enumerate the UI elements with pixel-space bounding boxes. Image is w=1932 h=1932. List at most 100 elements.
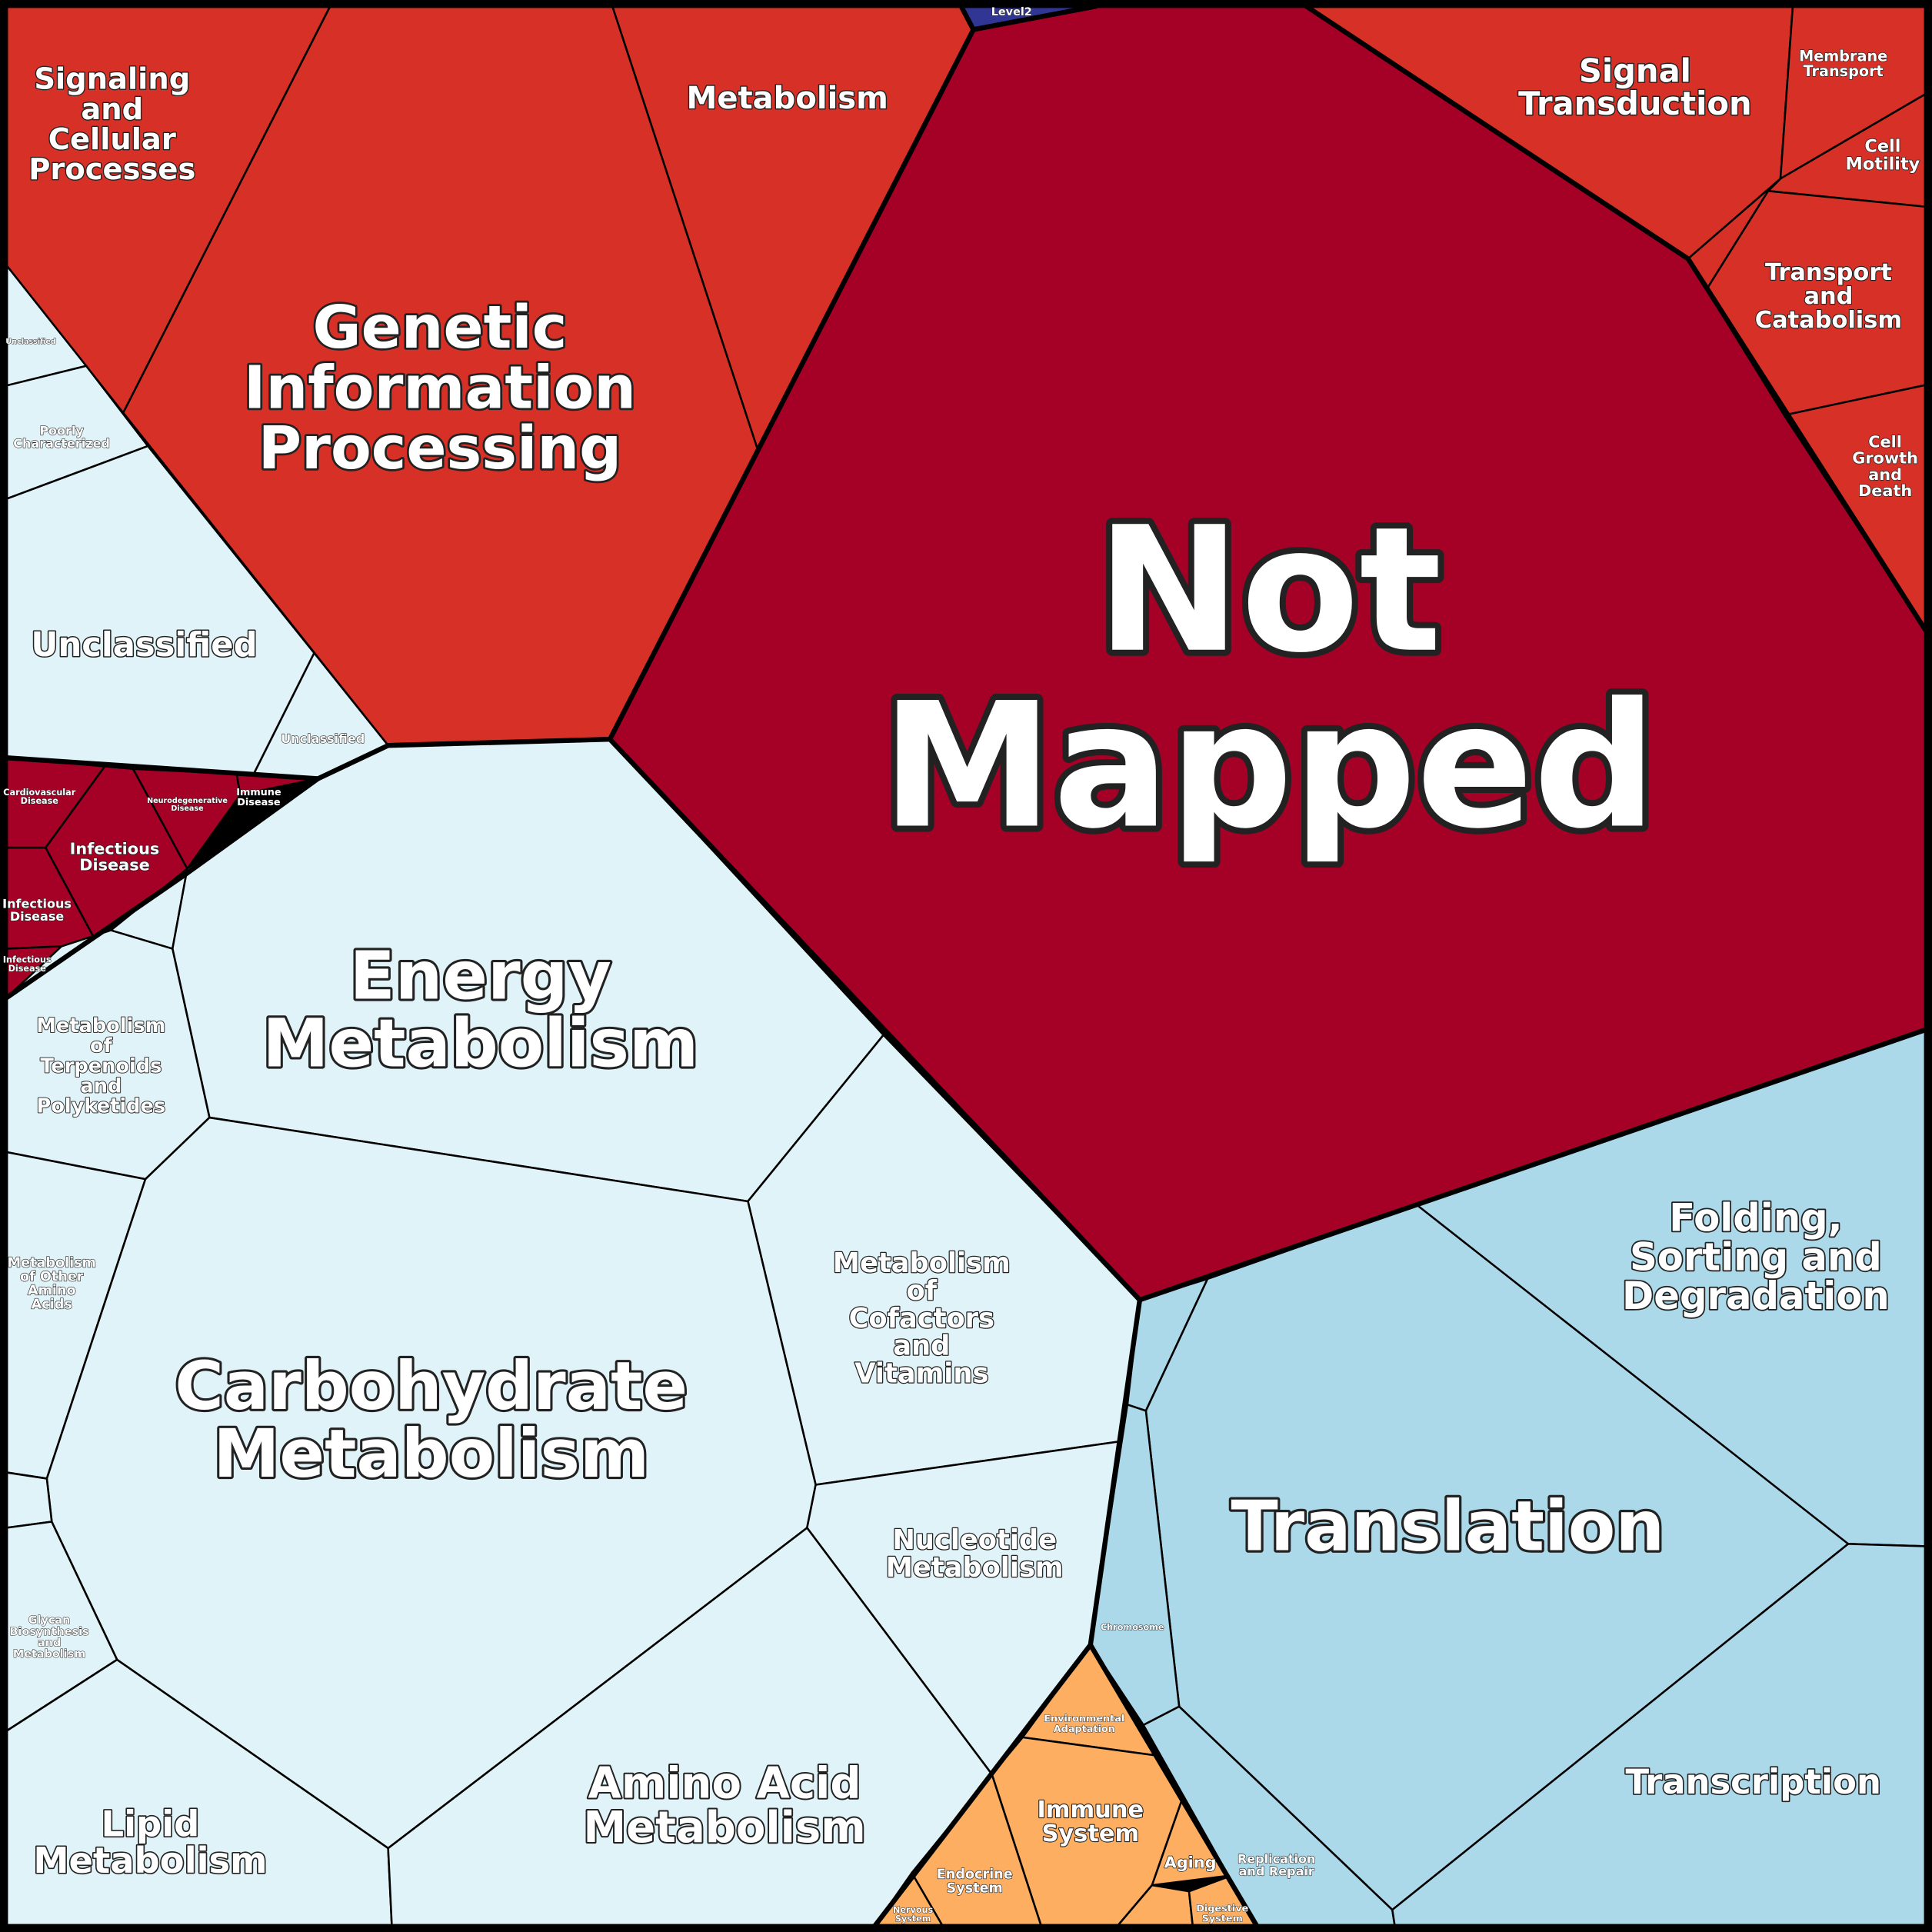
label-line: Immune [1037,1796,1144,1823]
cell-label: Infectious Disease [70,839,160,874]
cell-label: Metabolism of Cofactors and Vitamins [833,1247,1011,1390]
label-line: Mapped [881,665,1657,866]
label-line: Transport [1765,259,1892,286]
label-line: and [80,1075,122,1098]
label-line: Genetic [313,294,568,362]
label-line: Disease [21,796,59,806]
cell-label: Not Mapped [881,489,1657,866]
label-line: Acids [32,1297,72,1312]
label-line: Infectious [2,896,72,911]
label-line: System [947,1880,1003,1896]
group-border [958,3,1098,32]
cell-label: Signal Transduction [1518,52,1751,122]
labels: Not Mapped Genetic Information Processing Sig… [2,6,1921,1925]
cell-label: Transport and Catabolism [1755,259,1902,334]
cell-label: Replication and Repair [1237,1851,1316,1878]
label-line: Metabolism [833,1247,1011,1279]
label-line: Neurodegenerative [147,797,228,805]
label-line: Metabolism [687,81,888,116]
cell-label: Energy Metabolism [262,938,698,1082]
cell-label: Immune Disease [236,786,281,808]
group-border [1304,4,1930,636]
cells [5,5,1930,1927]
label-line: Not [1097,489,1442,690]
label-line: Level2 [991,6,1032,18]
label-line: Membrane [1799,47,1887,65]
label-line: of [907,1275,938,1307]
cell-label: Genetic Information Processing [244,294,636,483]
cell-label: Level2 [991,6,1032,18]
label-line: Metabolism [36,1014,165,1038]
label-line: Metabolism [13,1648,85,1661]
label-line: Motility [1846,154,1920,174]
label-line: Unclassified [281,731,365,746]
label-line: Signaling [34,62,190,96]
label-line: Metabolism [886,1552,1064,1584]
cell-label: Aging [1164,1853,1217,1871]
label-line: Disease [8,964,47,974]
label-line: Replication [1237,1851,1316,1866]
cell-label: Folding, Sorting and Degradation [1622,1195,1890,1317]
label-line: of Other [20,1269,84,1284]
cell-label: Amino Acid Metabolism [583,1758,865,1852]
label-line: Adaptation [1054,1723,1115,1734]
label-line: Transcription [1626,1761,1881,1802]
label-line: of [90,1034,113,1058]
label-line: Endocrine [937,1867,1013,1882]
label-line: Cardiovascular [3,788,75,798]
label-line: Metabolism [8,1255,96,1271]
label-line: Disease [171,804,204,813]
label-line: Poorly [39,423,84,438]
label-line: Disease [237,797,281,808]
label-line: Disease [10,909,65,924]
label-line: Lipid [101,1803,199,1844]
label-line: Metabolism [33,1839,267,1880]
cell-label: Poorly Characterized [13,423,110,450]
label-line: Growth [1852,449,1918,468]
label-line: Unclassified [5,338,55,346]
label-line: Nervous [893,1905,933,1915]
label-line: System [895,1914,931,1924]
group-borders [5,3,1930,1927]
cell-label: Digestive System [1196,1903,1248,1924]
label-line: and [81,92,143,126]
cell-label: Signaling and Cellular Processes [28,62,195,187]
cell-label: Transcription [1626,1761,1881,1802]
cell-label: Glycan Biosynthesis and Metabolism [10,1614,89,1661]
label-line: Amino [28,1283,76,1298]
cell-label: Unclassified [5,338,55,346]
label-line: Biosynthesis [10,1626,89,1638]
label-line: Translation [1231,1487,1665,1567]
label-line: Processes [28,152,195,187]
label-line: Metabolism [583,1802,865,1852]
cell-label: Environmental Adaptation [1044,1713,1124,1734]
label-line: Chromosome [1101,1622,1164,1632]
label-line: Environmental [1044,1713,1124,1724]
label-line: Metabolism [262,1006,698,1083]
cell-label: Nucleotide Metabolism [886,1524,1064,1584]
label-line: Catabolism [1755,307,1902,334]
cell-label: Immune System [1037,1796,1144,1847]
cell-label: Cell Growth and Death [1852,432,1918,500]
group-border [1088,1644,1259,1927]
label-line: Unclassified [31,626,257,665]
label-line: Carbohydrate [175,1348,688,1425]
label-line: Death [1858,481,1912,500]
label-line: Immune [236,786,281,798]
cell-label: Cell Motility [1846,136,1920,174]
label-line: Sorting and [1630,1234,1882,1279]
label-line: Polyketides [37,1095,166,1118]
cell-label: Translation [1231,1487,1665,1567]
cell-label: Metabolism [687,81,888,116]
group-border [5,755,318,781]
cell-label: Unclassified [31,626,257,665]
cell [5,1471,53,1529]
label-line: and Repair [1239,1864,1314,1878]
label-line: Amino Acid [588,1758,861,1808]
cell-label: Endocrine System [937,1867,1013,1896]
label-line: and [893,1331,950,1362]
cell-label: Cardiovascular Disease [3,788,75,806]
label-line: Energy [350,938,611,1014]
